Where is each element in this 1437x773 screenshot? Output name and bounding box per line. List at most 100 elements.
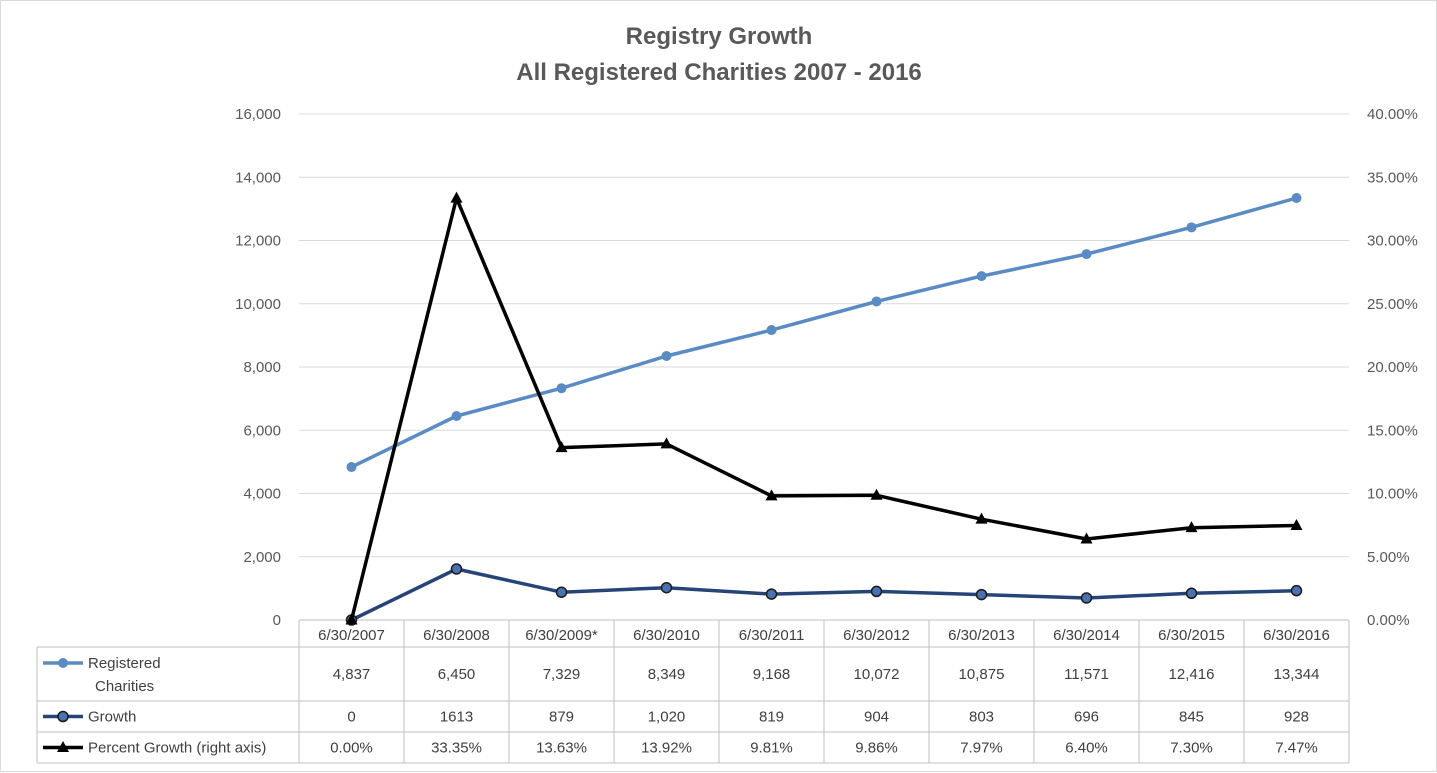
data-point [555, 586, 568, 598]
data-point [766, 325, 777, 336]
data-point [346, 462, 357, 473]
category-label: 6/30/2016 [1263, 627, 1330, 644]
y-right-tick-label: 20.00% [1367, 359, 1418, 376]
table-cell-value: 845 [1179, 709, 1204, 726]
data-point [660, 581, 673, 594]
data-point [1290, 519, 1303, 531]
data-point [765, 588, 778, 600]
category-label: 6/30/2011 [739, 627, 805, 644]
legend-key-marker [58, 658, 68, 668]
data-point [345, 613, 358, 625]
data-point [870, 488, 883, 500]
y-left-tick-label: 0 [273, 612, 281, 629]
table-cell-value: 1613 [440, 709, 473, 726]
table-cell-value: 1,020 [648, 709, 686, 726]
data-point [1290, 584, 1303, 597]
y-right-tick-label: 40.00% [1367, 106, 1418, 123]
gridlines [299, 113, 1349, 558]
series-line [350, 567, 1297, 622]
y-right-tick-label: 15.00% [1367, 422, 1418, 439]
data-point [450, 563, 463, 575]
table-cell-value: 7.47% [1275, 740, 1318, 757]
table-cell-value: 11,571 [1064, 666, 1109, 683]
y-left-tick-label: 16,000 [235, 106, 281, 123]
table-cell-value: 928 [1284, 709, 1309, 726]
category-label: 6/30/2009* [525, 627, 598, 644]
y-left-tick-label: 10,000 [235, 296, 281, 313]
y-left-tick-label: 4,000 [243, 486, 281, 503]
data-point [451, 411, 462, 422]
table-cell-value: 6,450 [438, 666, 476, 683]
table-cell-value: 13.63% [536, 740, 587, 757]
data-point [765, 489, 778, 501]
category-label: 6/30/2014 [1053, 627, 1120, 644]
legend-entry: Percent Growth (right axis) [88, 740, 266, 757]
table-cell-value: 0 [347, 709, 355, 726]
table-cell-value: 819 [759, 709, 784, 726]
table-cell-value: 4,837 [333, 666, 371, 683]
table-cell-value: 9.81% [750, 740, 793, 757]
y-right-tick-label: 30.00% [1367, 233, 1418, 250]
table-cell-value: 9,168 [753, 666, 791, 683]
data-point [1291, 192, 1302, 203]
table-cell-value: 696 [1074, 709, 1099, 726]
table-cell-value: 803 [969, 709, 994, 726]
y-right-tick-label: 35.00% [1367, 169, 1418, 186]
legend-key-marker [57, 710, 69, 723]
data-point [1081, 249, 1092, 260]
data-point [660, 437, 673, 449]
data-point [555, 441, 568, 453]
chart-subtitle: All Registered Charities 2007 - 2016 [516, 59, 922, 86]
table-cell-value: 13,344 [1274, 666, 1320, 683]
table-cell-value: 33.35% [431, 740, 482, 757]
data-table: 6/30/2007 6/30/2008 6/30/2009* 6/30/2010 6/3… [36, 619, 1350, 764]
data-point [1185, 521, 1198, 533]
data-point [870, 585, 883, 598]
category-label: 6/30/2010 [633, 627, 700, 644]
y-left-tick-label: 12,000 [235, 233, 281, 250]
data-point [1186, 222, 1197, 233]
y-left-tick-label: 14,000 [235, 169, 281, 186]
table-cell-value: 13.92% [641, 740, 692, 757]
legend-entry: Registered [88, 655, 161, 672]
y-left-tick-label: 2,000 [243, 549, 281, 566]
table-cell-value: 904 [864, 709, 889, 726]
table-cell-value: 9.86% [855, 740, 898, 757]
series-line [349, 196, 1297, 621]
category-label: 6/30/2013 [948, 627, 1015, 644]
data-point [556, 383, 567, 394]
table-cell-value: 12,416 [1169, 666, 1215, 683]
y-right-tick-label: 10.00% [1367, 486, 1418, 503]
table-cell-value: 879 [549, 709, 574, 726]
data-point [975, 588, 988, 601]
table-cell-value: 6.40% [1065, 740, 1108, 757]
y-right-tick-label: 5.00% [1367, 549, 1410, 566]
category-label: 6/30/2008 [423, 627, 490, 644]
chart-title: Registry Growth [626, 23, 813, 50]
data-point [871, 296, 882, 307]
table-cell-value: 8,349 [648, 666, 686, 683]
series-line [350, 196, 1297, 469]
series-layer [345, 191, 1303, 626]
category-label: 6/30/2007 [318, 627, 385, 644]
table-cell-value: 10,875 [959, 666, 1005, 683]
y-left-tick-label: 6,000 [243, 422, 281, 439]
legend-entry: Charities [95, 678, 154, 695]
data-point [450, 191, 463, 203]
category-label: 6/30/2015 [1158, 627, 1225, 644]
table-cell-value: 7.97% [960, 740, 1003, 757]
axes: 0 0.00% 2,000 5.00% 4,000 10.00% 6,000 15.00% 8,… [235, 106, 1418, 629]
legend-entry: Growth [88, 709, 136, 726]
table-cell-value: 7.30% [1170, 740, 1213, 757]
data-point [1185, 587, 1198, 600]
table-cell-value: 0.00% [330, 740, 373, 757]
table-cell-value: 7,329 [543, 666, 581, 683]
data-point [975, 512, 988, 524]
y-right-tick-label: 25.00% [1367, 296, 1418, 313]
y-right-tick-label: 0.00% [1367, 612, 1410, 629]
data-point [661, 350, 672, 361]
category-label: 6/30/2012 [843, 627, 910, 644]
y-left-tick-label: 8,000 [243, 359, 281, 376]
data-point [1080, 592, 1093, 604]
